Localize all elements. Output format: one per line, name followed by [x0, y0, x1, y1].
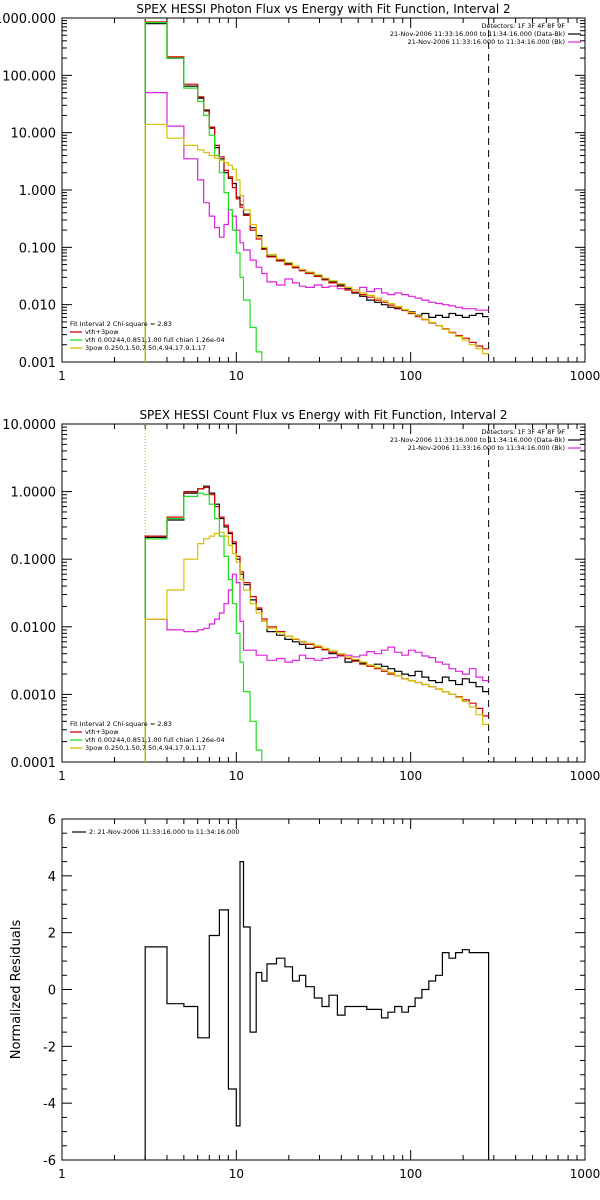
- y-tick-label: -2: [43, 1040, 56, 1055]
- chart-panel-3: 1 10 100 1000 6 4 2 0 -2 -4 -6 Normalized Residuals…: [9, 813, 600, 1181]
- series-vth-3pow: [144, 486, 489, 762]
- y-tick-label: 6: [48, 813, 56, 828]
- y-tick-label: 1.000: [19, 184, 56, 199]
- y-tick-label: 0.0001: [11, 756, 57, 771]
- y-tick-label: 10.0000: [2, 418, 56, 433]
- legend-top-right-line: 21-Nov-2006 11:33:16.000 to 11:34:16.000…: [390, 30, 565, 38]
- legend-top-left: 2: 21-Nov-2006 11:33:16.000 to 11:34:16.…: [89, 828, 239, 836]
- chart-panel-2: SPEX HESSI Count Flux vs Energy with Fit…: [2, 408, 600, 783]
- x-tick-label: 100: [399, 769, 422, 783]
- legend-fit-header: Fit Interval 2 Chi-square = 2.83: [70, 720, 172, 728]
- y-tick-label: 0.001: [19, 356, 56, 371]
- series-2-21-nov-2006-11-33-16-000-to-11-34-16-000: [144, 861, 490, 1160]
- legend-top-right-line: Detectors: 1F 3F 4F 8F 9F: [481, 428, 565, 436]
- legend-top-right-line: 21-Nov-2006 11:33:16.000 to 11:34:16.000…: [408, 444, 565, 452]
- x-tick-label: 1000: [570, 769, 600, 783]
- x-tick-label: 10: [229, 769, 244, 783]
- legend-entry: vth+3pow: [85, 328, 119, 336]
- y-tick-label: 0.0010: [11, 688, 57, 703]
- x-tick-label: 10: [229, 1167, 244, 1181]
- y-tick-label: -6: [43, 1154, 56, 1169]
- y-tick-label: 4: [48, 870, 56, 885]
- y-tick-label: 0: [48, 984, 56, 999]
- y-axis-label: Normalized Residuals: [9, 920, 24, 1060]
- y-tick-label: -4: [43, 1097, 56, 1112]
- legend-top-right-line: Detectors: 1F 3F 4F 8F 9F: [481, 22, 565, 30]
- legend-entry: vth 0.00244,0.851,1.00 full chian 1.26e-…: [85, 336, 225, 344]
- legend-entry: vth+3pow: [85, 728, 119, 736]
- legend-fit-header: Fit Interval 2 Chi-square = 2.83: [70, 320, 172, 328]
- x-tick-label: 10: [229, 369, 244, 383]
- legend-entry: 3pow 0.250,1.50,7.50,4.94,17.9,1.17: [85, 344, 206, 352]
- legend-top-right-line: 21-Nov-2006 11:33:16.000 to 11:34:16.000…: [408, 38, 565, 46]
- x-tick-label: 100: [399, 369, 422, 383]
- series-data-bk: [144, 485, 489, 762]
- y-tick-label: 0.010: [19, 299, 56, 314]
- series-vth: [144, 22, 263, 362]
- x-tick-label: 1: [58, 1167, 66, 1181]
- y-tick-label: 100.000: [2, 69, 56, 84]
- chart-panel-1: SPEX HESSI Photon Flux vs Energy with Fi…: [0, 2, 600, 383]
- y-tick-label: 10.000: [11, 127, 57, 142]
- legend-entry: vth 0.00244,0.851,1.00 full chian 1.26e-…: [85, 736, 225, 744]
- y-tick-label: 1.0000: [11, 486, 57, 501]
- x-tick-label: 1: [58, 369, 66, 383]
- series-3pow: [144, 123, 489, 362]
- series-data-bk: [144, 23, 489, 362]
- series-bk: [144, 573, 489, 762]
- plot-frame: [61, 818, 586, 1161]
- plot-frame: [61, 17, 586, 363]
- series-group: [144, 861, 490, 1160]
- y-tick-label: 2: [48, 927, 56, 942]
- series-group: [144, 485, 489, 762]
- series-bk: [144, 92, 489, 362]
- x-tick-label: 1: [58, 769, 66, 783]
- chart-title: SPEX HESSI Count Flux vs Energy with Fit…: [139, 408, 507, 422]
- y-tick-label: 0.0100: [11, 621, 57, 636]
- y-tick-label: 0.100: [19, 241, 56, 256]
- x-tick-label: 1000: [570, 369, 600, 383]
- series-3pow: [144, 531, 489, 762]
- y-tick-label: 1000.000: [0, 12, 56, 27]
- series-vth: [144, 492, 263, 762]
- series-group: [144, 21, 489, 362]
- x-tick-label: 100: [399, 1167, 422, 1181]
- legend-top-right-line: 21-Nov-2006 11:33:16.000 to 11:34:16.000…: [390, 436, 565, 444]
- x-tick-label: 1000: [570, 1167, 600, 1181]
- chart-title: SPEX HESSI Photon Flux vs Energy with Fi…: [136, 2, 510, 16]
- legend-entry: 3pow 0.250,1.50,7.50,4.94,17.9,1.17: [85, 744, 206, 752]
- plot-frame: [61, 423, 586, 763]
- y-tick-label: 0.1000: [11, 553, 57, 568]
